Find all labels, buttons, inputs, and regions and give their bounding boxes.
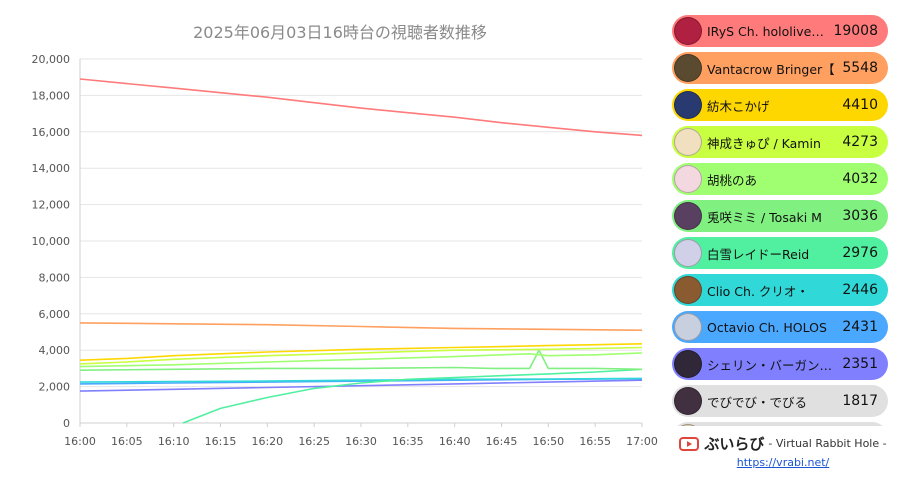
series-line-2: [79, 322, 643, 331]
ranking-item[interactable]: でびでび・でびる 1817: [672, 385, 888, 417]
y-tick-label: 16,000: [32, 126, 71, 139]
channel-name: IRyS Ch. hololive-EN: [707, 23, 828, 39]
viewer-chart: 2025年06月03日16時台の視聴者数推移 0 2,000 4,000 6,000 8…: [32, 23, 658, 448]
series-line-7: [182, 368, 643, 424]
series-line-3: [79, 343, 643, 361]
channel-name: シェリン・バーガンディ: [707, 357, 837, 373]
viewer-count: 4410: [842, 97, 878, 113]
avatar: [674, 387, 702, 415]
channel-name: Clio Ch. クリオ・: [707, 283, 809, 299]
series-line-6: [79, 349, 643, 371]
x-tick-label: 16:20: [251, 435, 283, 448]
x-tick-label: 16:55: [579, 435, 611, 448]
ranking-item[interactable]: 紡木こかげ 4410: [672, 89, 888, 121]
x-tick-label: 16:25: [298, 435, 330, 448]
y-tick-label: 20,000: [32, 53, 71, 66]
x-tick-label: 16:10: [158, 435, 190, 448]
ranking-item[interactable]: Mori Mori Ch. [Bl1605: [672, 422, 888, 426]
y-tick-label: 8,000: [39, 271, 71, 284]
viewer-count: 3036: [842, 208, 878, 224]
avatar: [674, 350, 702, 378]
ranking-item[interactable]: 白雪レイドーReid 2976: [672, 237, 888, 269]
x-tick-label: 16:00: [64, 435, 96, 448]
y-tick-label: 6,000: [39, 308, 71, 321]
site-footer: ぶいらび - Virtual Rabbit Hole - https://vra…: [672, 428, 894, 476]
y-tick-label: 18,000: [32, 89, 71, 102]
viewer-count: 4273: [842, 134, 878, 150]
ranking-item[interactable]: IRyS Ch. hololive-EN 19008: [672, 15, 888, 47]
channel-name: 兎咲ミミ / Tosaki M: [707, 209, 822, 225]
ranking-item[interactable]: Clio Ch. クリオ・ 2446: [672, 274, 888, 306]
series-line-10: [79, 379, 643, 392]
avatar: [674, 276, 702, 304]
x-tick-label: 16:30: [345, 435, 377, 448]
avatar: [674, 239, 702, 267]
avatar: [674, 165, 702, 193]
viewer-count: 19008: [833, 23, 878, 39]
viewer-count: 2351: [842, 356, 878, 372]
site-link[interactable]: https://vrabi.net/: [736, 456, 830, 469]
series-line-1: [79, 78, 643, 137]
viewer-count: 5548: [842, 60, 878, 76]
y-tick-label: 2,000: [39, 381, 71, 394]
channel-name: 胡桃のあ: [707, 172, 758, 188]
viewer-count: 2431: [842, 319, 878, 335]
ranking-list: IRyS Ch. hololive-EN 19008 Vantacrow Bring…: [672, 15, 888, 426]
brand-subtitle: - Virtual Rabbit Hole -: [768, 437, 887, 450]
x-tick-label: 16:15: [205, 435, 237, 448]
x-tick-label: 16:35: [392, 435, 424, 448]
y-tick-label: 14,000: [32, 162, 71, 175]
channel-name: 紡木こかげ: [707, 98, 770, 114]
y-tick-label: 4,000: [39, 344, 71, 357]
channel-name: Octavio Ch. HOLOS: [707, 319, 827, 335]
ranking-item[interactable]: Vantacrow Bringer【 5548: [672, 52, 888, 84]
avatar: [674, 128, 702, 156]
series-line-4: [79, 346, 643, 365]
x-tick-label: 16:40: [439, 435, 471, 448]
y-tick-label: 0: [63, 417, 70, 430]
chart-title: 2025年06月03日16時台の視聴者数推移: [193, 23, 487, 42]
avatar: [674, 313, 702, 341]
x-tick-label: 16:50: [532, 435, 564, 448]
play-icon: [679, 436, 700, 451]
series-line-8: [79, 377, 643, 383]
channel-name: でびでび・でびる: [707, 394, 808, 410]
channel-name: Vantacrow Bringer【: [707, 61, 835, 77]
viewer-count: 4032: [842, 171, 878, 187]
x-tick-label: 16:45: [486, 435, 518, 448]
avatar: [674, 424, 702, 426]
avatar: [674, 91, 702, 119]
avatar: [674, 54, 702, 82]
brand-name: ぶいらび: [704, 435, 765, 453]
channel-name: 白雪レイドーReid: [707, 246, 810, 262]
avatar: [674, 202, 702, 230]
x-tick-label: 17:00: [626, 435, 658, 448]
ranking-item[interactable]: 兎咲ミミ / Tosaki M 3036: [672, 200, 888, 232]
y-tick-label: 10,000: [32, 235, 71, 248]
viewer-count: 1817: [842, 393, 878, 409]
ranking-item[interactable]: 胡桃のあ 4032: [672, 163, 888, 195]
avatar: [674, 17, 702, 45]
x-tick-label: 16:05: [111, 435, 143, 448]
ranking-item[interactable]: Octavio Ch. HOLOS 2431: [672, 311, 888, 343]
y-tick-label: 12,000: [32, 199, 71, 212]
ranking-item[interactable]: シェリン・バーガンディ 2351: [672, 348, 888, 380]
viewer-count: 2446: [842, 282, 878, 298]
channel-name: 神成きゅぴ / Kamin: [707, 135, 821, 151]
series-line-5: [79, 352, 643, 368]
viewer-count: 2976: [842, 245, 878, 261]
ranking-item[interactable]: 神成きゅぴ / Kamin 4273: [672, 126, 888, 158]
